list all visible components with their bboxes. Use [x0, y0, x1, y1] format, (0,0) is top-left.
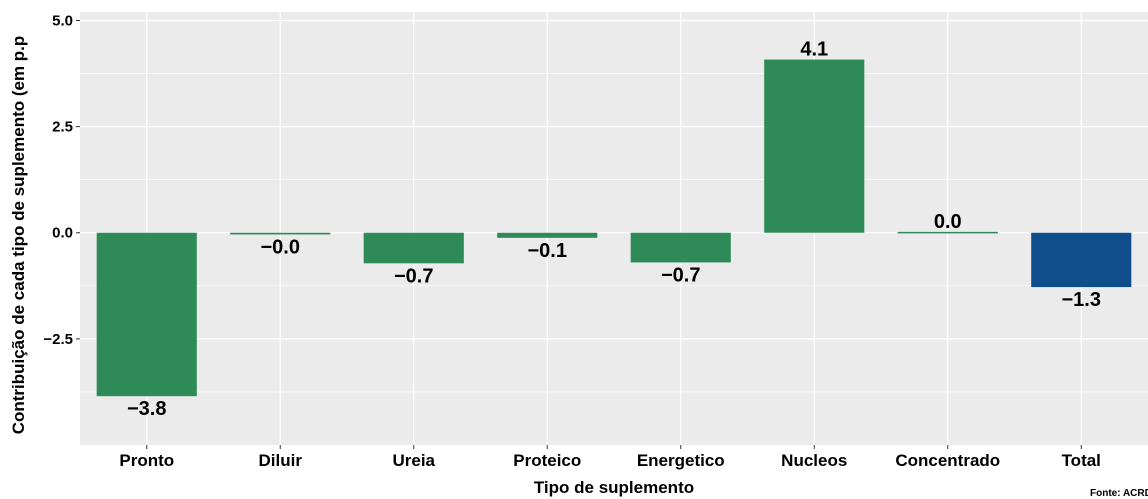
- value-label: 0.0: [934, 211, 962, 233]
- value-label: −0.7: [394, 265, 433, 287]
- x-tick-label: Nucleos: [781, 451, 847, 470]
- y-tick-label: 2.5: [52, 119, 73, 136]
- x-axis-label: Tipo de suplemento: [533, 478, 695, 497]
- value-label: −0.1: [528, 240, 567, 262]
- bar-nucleos: [764, 59, 865, 233]
- x-axis-ticks: Pronto Diluir Ureia Proteico Energetico Nucle…: [119, 445, 1101, 470]
- bar-concentrado: [897, 231, 998, 234]
- bar-pronto: [96, 232, 197, 397]
- y-tick-label: −2.5: [43, 331, 73, 348]
- x-tick-label: Total: [1062, 451, 1101, 470]
- bar-ureia: [363, 232, 464, 264]
- y-tick-label: 0.0: [52, 225, 73, 242]
- x-tick-label: Proteico: [513, 451, 581, 470]
- bar-energetico: [630, 232, 731, 263]
- bar-proteico: [497, 232, 598, 238]
- value-label: −3.8: [127, 398, 166, 420]
- value-label: −0.7: [661, 264, 700, 286]
- y-axis-ticks: 5.0 2.5 0.0 −2.5: [43, 12, 80, 348]
- bar-total: [1031, 232, 1132, 288]
- value-label: 4.1: [800, 39, 828, 61]
- value-label: −0.0: [261, 236, 300, 258]
- plot-panel: [80, 12, 1148, 445]
- y-axis-label: Contribuição de cada tipo de suplemento …: [9, 35, 28, 435]
- x-tick-label: Pronto: [119, 451, 174, 470]
- value-label: −1.3: [1062, 289, 1101, 311]
- bars: [96, 59, 1132, 397]
- value-labels: −3.8 −0.0 −0.7 −0.1 −0.7 4.1 0.0 −1.3: [127, 39, 1101, 421]
- x-tick-label: Energetico: [637, 451, 725, 470]
- x-tick-label: Concentrado: [895, 451, 1000, 470]
- x-tick-label: Ureia: [392, 451, 435, 470]
- x-tick-label: Diluir: [259, 451, 303, 470]
- source-note: Fonte: ACRDAS: [1090, 488, 1148, 499]
- y-tick-label: 5.0: [52, 12, 73, 29]
- bar-diluir: [230, 232, 331, 235]
